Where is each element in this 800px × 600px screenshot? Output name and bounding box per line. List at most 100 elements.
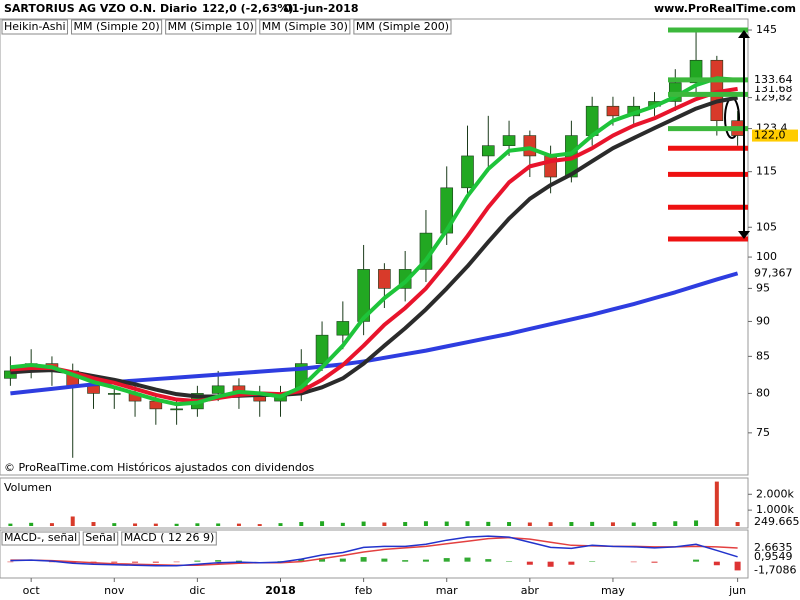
candle-body xyxy=(481,145,495,157)
y-tick-label: 115 xyxy=(756,165,777,178)
legend-label: MM (Simple 30) xyxy=(262,20,348,33)
ma-line xyxy=(10,95,738,399)
volume-bar xyxy=(153,523,158,526)
macd-hist xyxy=(506,561,513,562)
footnote: © ProRealTime.com Históricos ajustados c… xyxy=(4,461,315,474)
macd-hist xyxy=(693,559,700,562)
last-price: 122,0 (-2,63%) xyxy=(202,2,293,15)
macd-hist xyxy=(235,560,242,562)
legend-label: Señal xyxy=(85,531,116,544)
y-tick-label: 1.000k xyxy=(756,503,794,516)
macd-hist xyxy=(713,561,720,566)
macd-hist xyxy=(422,559,429,562)
legend-box xyxy=(71,19,163,35)
macd-hist xyxy=(277,561,284,562)
ma-line xyxy=(10,271,739,396)
candle-body xyxy=(378,269,391,289)
value-tag xyxy=(752,516,798,529)
volume-bar xyxy=(8,523,13,526)
legend-label: Heikin-Ashi xyxy=(4,20,66,33)
y-tick-label: 75 xyxy=(756,426,770,439)
volume-bar xyxy=(361,521,366,526)
candle-body xyxy=(357,269,370,322)
legend-label: MACD ( 12 26 9) xyxy=(124,531,215,544)
volume-bar xyxy=(195,523,200,526)
macd-hist xyxy=(298,559,305,562)
macd-hist xyxy=(7,561,14,563)
volume-bar xyxy=(29,522,34,526)
candle-body xyxy=(606,105,620,117)
volume-bar xyxy=(465,521,470,526)
volume-bar xyxy=(507,522,512,526)
volume-bar xyxy=(631,522,636,526)
y-tick-label: 90 xyxy=(756,314,770,327)
value-tag xyxy=(752,267,798,280)
macd-hist xyxy=(651,561,658,563)
macd-hist xyxy=(319,558,326,562)
period: Diario xyxy=(160,2,198,15)
macd-hist xyxy=(48,561,55,563)
legend-box xyxy=(82,531,119,546)
value-tag xyxy=(752,564,798,577)
volume-bar xyxy=(403,522,408,526)
volume-bar xyxy=(133,523,138,526)
y-tick-label: 2.000k xyxy=(756,487,794,500)
volume-bar xyxy=(590,521,595,526)
volume-bar xyxy=(299,522,304,526)
candle-body xyxy=(689,59,703,84)
ma-line xyxy=(10,76,738,407)
volume-bar xyxy=(548,522,553,526)
value-tag xyxy=(752,550,798,563)
macd-hist xyxy=(111,561,118,563)
value-tag xyxy=(752,82,798,95)
candle-body xyxy=(170,408,183,411)
panel-title: Volumen xyxy=(4,481,52,494)
volume-bar xyxy=(257,524,262,526)
x-tick-label: 2018 xyxy=(265,584,296,597)
legend-box xyxy=(121,531,217,546)
volume-bar xyxy=(527,522,532,526)
y-tick-label: 145 xyxy=(756,23,777,36)
candle-body xyxy=(87,385,100,394)
volume-bar xyxy=(216,523,221,526)
macd-hist xyxy=(630,561,637,563)
value-tag-label: 0,9549 xyxy=(754,550,793,563)
y-tick-label: 80 xyxy=(756,386,770,399)
macd-hist xyxy=(215,560,222,562)
macd-hist xyxy=(568,561,575,565)
value-tag-label: 97,367 xyxy=(754,266,793,279)
volume-bar xyxy=(236,523,241,526)
legend-box xyxy=(1,531,80,546)
candle-body xyxy=(461,155,474,189)
volume-bar xyxy=(486,521,491,526)
macd-panel xyxy=(0,529,749,579)
volume-bar xyxy=(49,523,54,526)
volume-bar xyxy=(382,522,387,526)
title: SARTORIUS AG VZO O.N. xyxy=(4,2,156,15)
macd-hist xyxy=(381,558,388,562)
candle-body xyxy=(211,385,225,394)
candle-body xyxy=(315,334,329,364)
macd-line xyxy=(10,535,738,567)
legend-box xyxy=(1,19,69,35)
legend-label: MM (Simple 20) xyxy=(74,20,160,33)
volume-bar xyxy=(91,522,96,526)
volume-bar xyxy=(320,521,325,526)
volume-bar xyxy=(610,522,615,526)
volume-bar xyxy=(652,522,657,526)
candle-body xyxy=(523,135,537,157)
price-panel xyxy=(0,18,749,476)
volume-bar xyxy=(735,522,740,526)
y-tick-label: 85 xyxy=(756,349,770,362)
macd-hist xyxy=(734,561,741,571)
volume-bar xyxy=(278,523,283,526)
volume-bar xyxy=(673,521,678,526)
macd-hist xyxy=(360,557,367,562)
legend-box xyxy=(165,19,257,35)
x-tick-label: feb xyxy=(355,584,373,597)
value-tag-label: 133.64 xyxy=(754,73,793,86)
macd-hist xyxy=(173,561,180,563)
legend-label: MACD-, señal xyxy=(4,531,77,544)
macd-hist xyxy=(443,558,450,562)
x-tick-label: mar xyxy=(436,584,458,597)
